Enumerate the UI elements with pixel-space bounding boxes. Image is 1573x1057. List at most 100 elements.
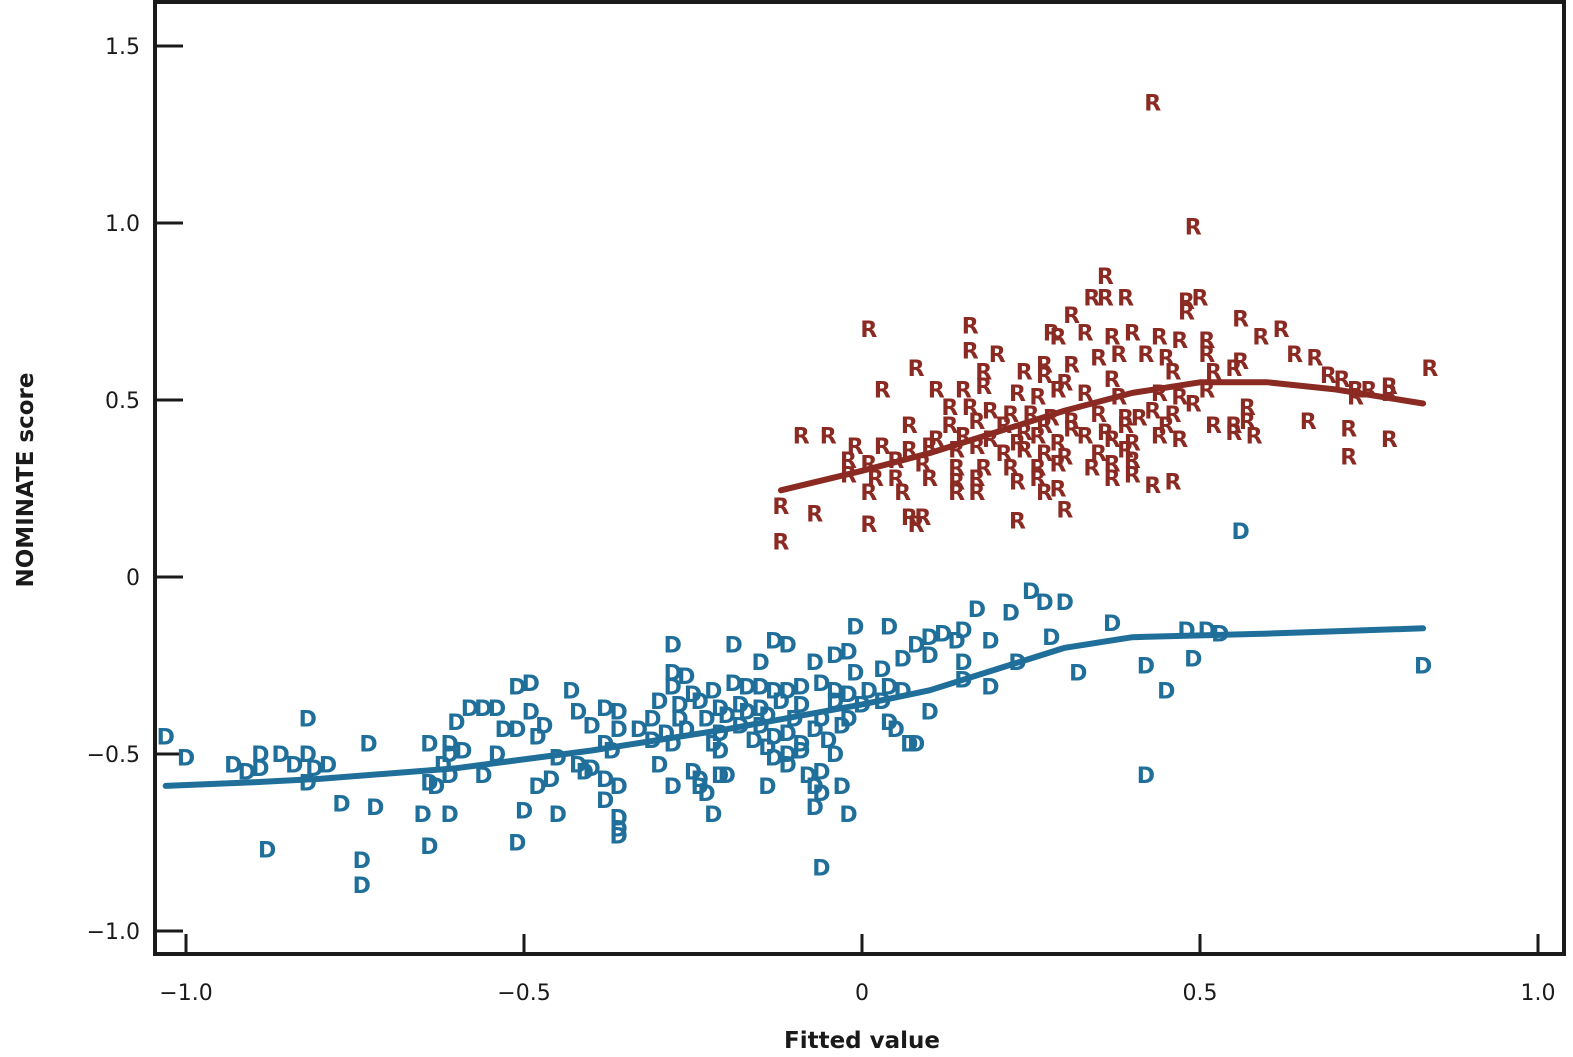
data-point-r: R — [1104, 467, 1121, 492]
data-point-r: R — [996, 414, 1013, 439]
data-point-r: R — [1205, 414, 1222, 439]
data-point-r: R — [1050, 378, 1067, 403]
data-point-r: R — [1137, 343, 1154, 368]
data-point-r: R — [1171, 329, 1188, 354]
data-point-d: D — [1103, 612, 1121, 637]
data-point-r: R — [840, 449, 857, 474]
data-point-r: R — [989, 343, 1006, 368]
data-point-d: D — [664, 676, 682, 701]
data-point-d: D — [285, 754, 303, 779]
data-point-d: D — [778, 722, 796, 747]
data-point-r: R — [1171, 386, 1188, 411]
data-point-d: D — [677, 665, 695, 690]
x-tick-label: 1.0 — [1521, 981, 1556, 1006]
data-point-r: R — [1124, 432, 1141, 457]
data-point-d: D — [434, 754, 452, 779]
data-point-d: D — [738, 676, 756, 701]
data-point-d: D — [420, 835, 438, 860]
data-point-r: R — [1252, 325, 1269, 350]
data-point-d: D — [691, 768, 709, 793]
data-point-d: D — [440, 764, 458, 789]
data-point-r: R — [1381, 428, 1398, 453]
data-point-r: R — [820, 424, 837, 449]
data-point-d: D — [765, 747, 783, 772]
data-point-r: R — [772, 495, 789, 520]
data-point-r: R — [1036, 414, 1053, 439]
data-point-d: D — [751, 697, 769, 722]
data-point-d: D — [576, 761, 594, 786]
data-point-r: R — [968, 410, 985, 435]
data-point-d: D — [670, 693, 688, 718]
data-point-d: D — [664, 775, 682, 800]
data-point-d: D — [934, 623, 952, 648]
data-point-d: D — [684, 683, 702, 708]
data-point-r: R — [975, 375, 992, 400]
data-point-r: R — [928, 428, 945, 453]
data-point-d: D — [778, 743, 796, 768]
data-point-d: D — [691, 775, 709, 800]
data-point-r: R — [860, 481, 877, 506]
data-point-r: R — [982, 400, 999, 425]
data-point-r: R — [1178, 301, 1195, 326]
data-point-r: R — [1063, 304, 1080, 329]
data-point-d: D — [495, 718, 513, 743]
data-point-d: D — [569, 701, 587, 726]
data-point-r: R — [921, 467, 938, 492]
data-point-d: D — [1042, 626, 1060, 651]
data-point-r: R — [1192, 286, 1209, 311]
data-point-r: R — [887, 467, 904, 492]
data-point-r: R — [1232, 350, 1249, 375]
data-point-r: R — [1232, 308, 1249, 333]
data-point-d: D — [299, 771, 317, 796]
data-point-d: D — [738, 701, 756, 726]
data-point-d: D — [157, 725, 175, 750]
data-point-d: D — [812, 708, 830, 733]
data-point-d: D — [765, 725, 783, 750]
data-point-d: D — [650, 754, 668, 779]
data-point-d: D — [812, 782, 830, 807]
data-point-d: D — [880, 711, 898, 736]
data-point-r: R — [968, 435, 985, 460]
data-point-d: D — [772, 690, 790, 715]
data-point-r: R — [1320, 364, 1337, 389]
data-point-r: R — [901, 414, 918, 439]
data-point-d: D — [522, 701, 540, 726]
data-point-d: D — [609, 718, 627, 743]
data-point-d: D — [806, 718, 824, 743]
data-point-d: D — [609, 775, 627, 800]
x-tick-label: 0.5 — [1183, 981, 1218, 1006]
data-point-d: D — [833, 715, 851, 740]
data-point-d: D — [839, 708, 857, 733]
data-point-r: R — [1097, 286, 1114, 311]
data-point-d: D — [887, 718, 905, 743]
data-point-r: R — [1063, 410, 1080, 435]
data-point-d: D — [596, 732, 614, 757]
data-point-d: D — [954, 619, 972, 644]
data-point-r: R — [1097, 265, 1114, 290]
data-point-d: D — [447, 711, 465, 736]
data-point-d: D — [454, 740, 472, 765]
data-point-d: D — [413, 803, 431, 828]
data-point-r: R — [867, 467, 884, 492]
data-point-d: D — [1069, 662, 1087, 687]
data-point-d: D — [751, 715, 769, 740]
data-point-d: D — [860, 679, 878, 704]
data-point-r: R — [1144, 400, 1161, 425]
data-point-r: R — [1097, 421, 1114, 446]
data-point-d: D — [778, 754, 796, 779]
data-point-d: D — [664, 732, 682, 757]
data-point-r: R — [1029, 424, 1046, 449]
data-point-d: D — [711, 722, 729, 747]
data-point-r: R — [1029, 456, 1046, 481]
data-point-r: R — [1185, 216, 1202, 241]
data-point-d: D — [1211, 623, 1229, 648]
data-point-d: D — [528, 775, 546, 800]
data-point-d: D — [582, 715, 600, 740]
data-point-d: D — [954, 651, 972, 676]
data-point-d: D — [765, 679, 783, 704]
data-point-r: R — [1347, 378, 1364, 403]
data-point-r: R — [1340, 446, 1357, 471]
data-point-d: D — [1002, 601, 1020, 626]
data-point-d: D — [873, 690, 891, 715]
data-point-r: R — [1104, 368, 1121, 393]
